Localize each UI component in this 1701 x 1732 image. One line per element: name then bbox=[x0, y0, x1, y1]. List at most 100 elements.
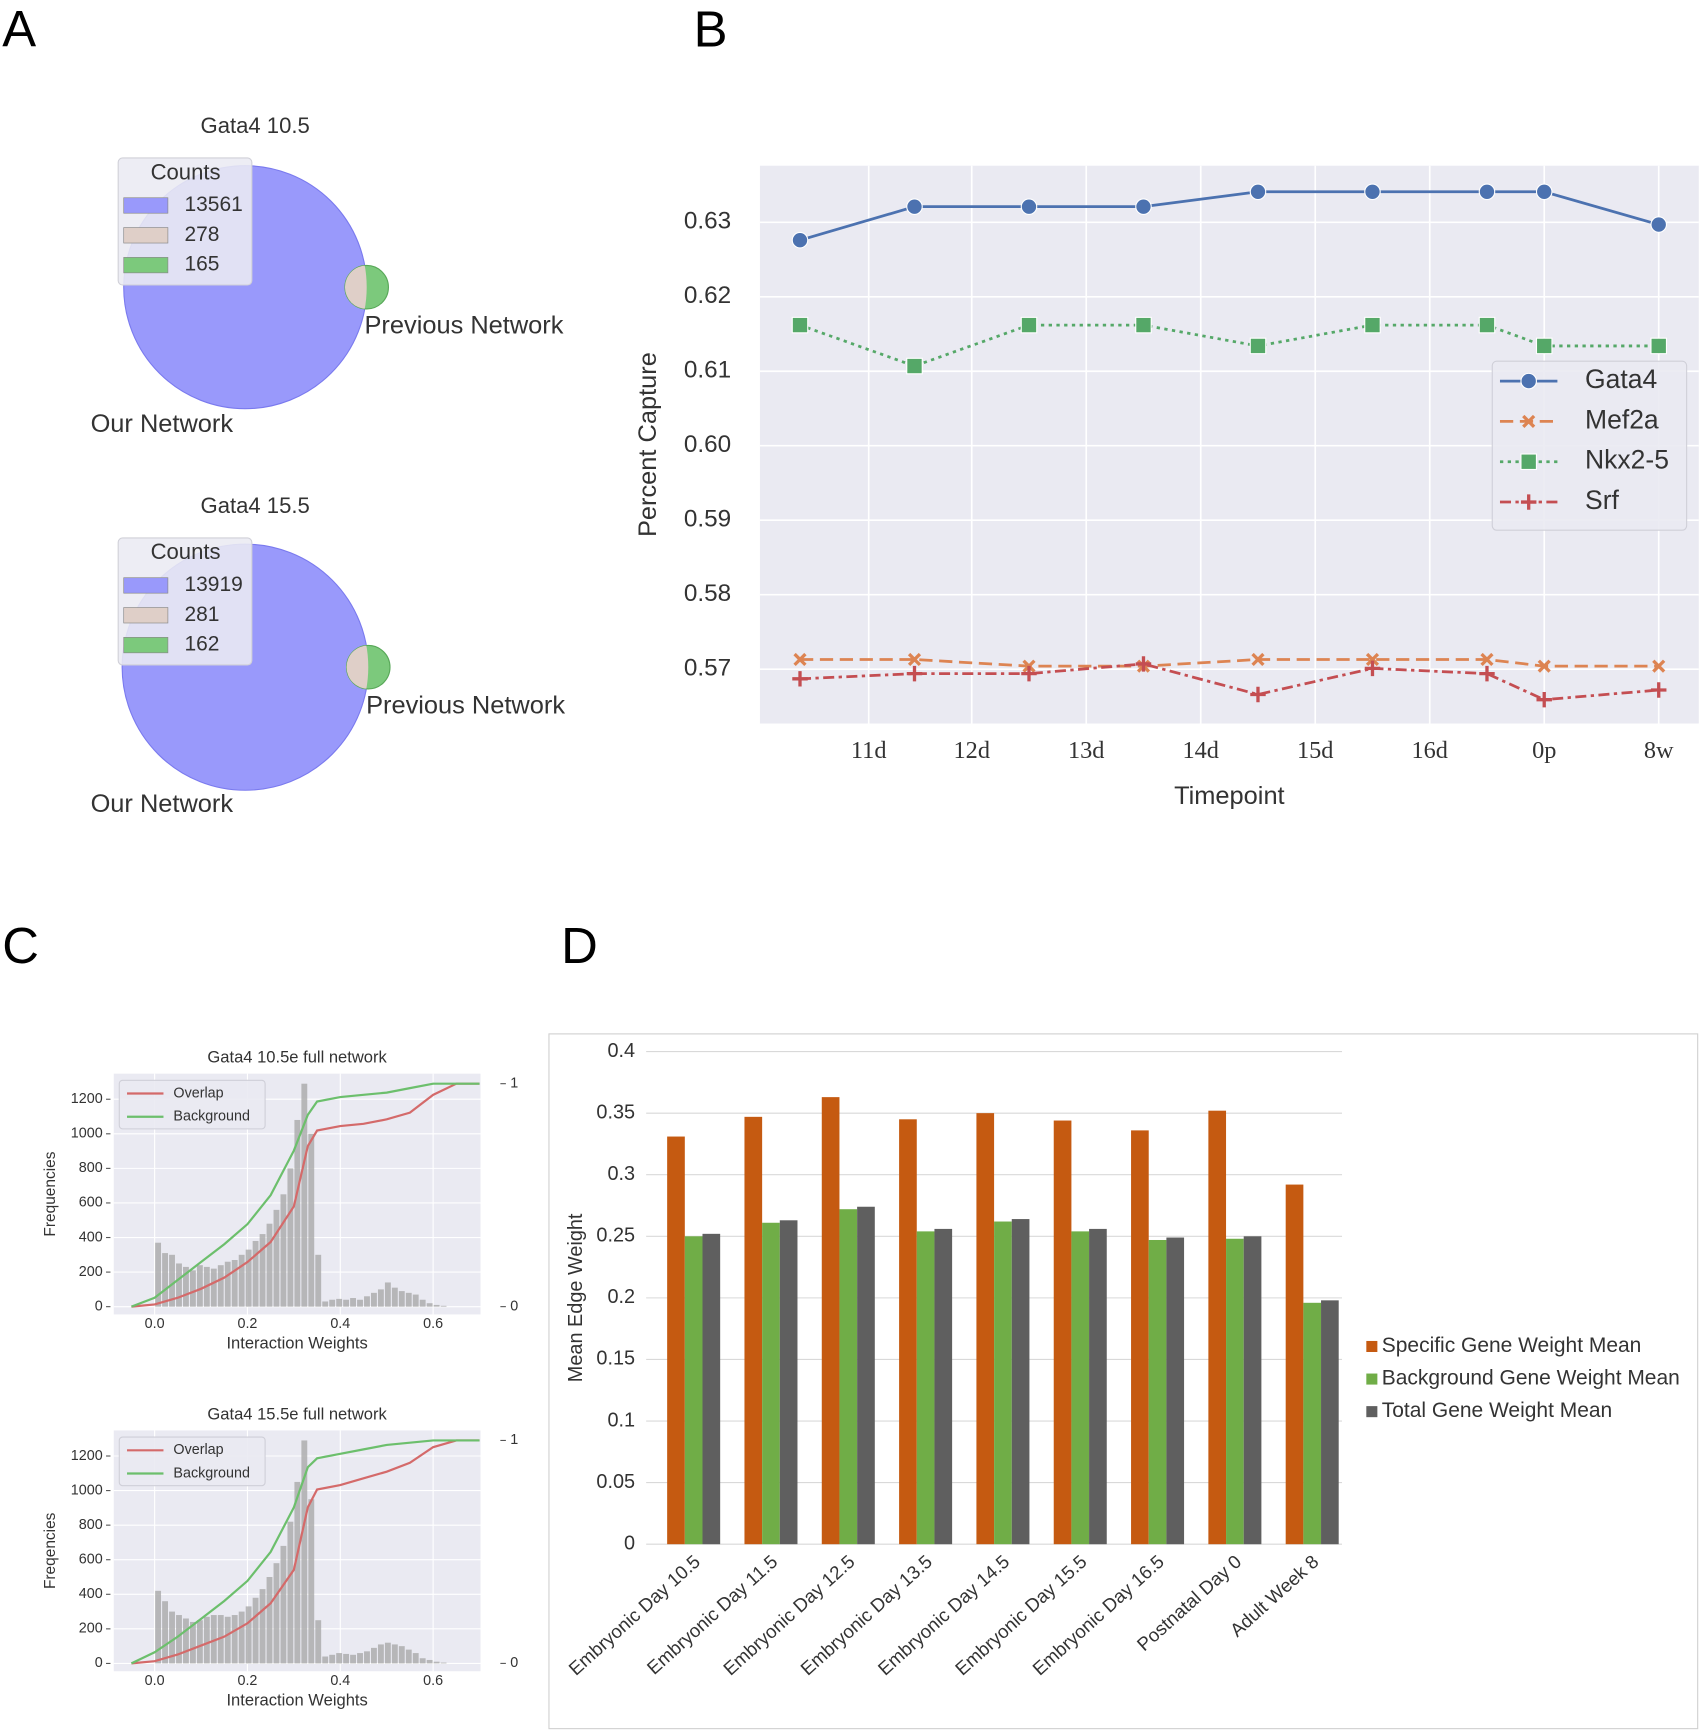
marker bbox=[1135, 198, 1152, 215]
bar bbox=[294, 1481, 301, 1664]
marker bbox=[906, 665, 923, 682]
legend-label: Specific Gene Weight Mean bbox=[1382, 1334, 1642, 1357]
marker bbox=[1135, 316, 1152, 334]
y-tick-label: 1000 bbox=[71, 1126, 103, 1142]
legend-label: Mef2a bbox=[1585, 404, 1659, 434]
set-label: Previous Network bbox=[366, 692, 565, 720]
bar bbox=[336, 1653, 343, 1664]
bar bbox=[196, 1620, 203, 1664]
bar bbox=[273, 1563, 280, 1664]
bar bbox=[217, 1615, 224, 1664]
y-tick-label: 0.57 bbox=[684, 655, 731, 682]
bar bbox=[1071, 1231, 1090, 1545]
bar bbox=[440, 1305, 447, 1307]
y-tick-label: 0.61 bbox=[684, 357, 731, 384]
legend-box bbox=[117, 537, 253, 666]
bar bbox=[1285, 1184, 1304, 1545]
bar bbox=[252, 1597, 259, 1664]
chart-title: Gata4 10.5e full network bbox=[207, 1048, 387, 1067]
bar bbox=[301, 1083, 308, 1307]
legend-marker bbox=[1520, 453, 1537, 471]
bar bbox=[217, 1265, 224, 1307]
y-tick-label: 0.25 bbox=[596, 1225, 635, 1247]
bar bbox=[287, 1521, 294, 1664]
marker bbox=[1364, 183, 1381, 201]
marker bbox=[1478, 183, 1496, 201]
legend-swatch bbox=[123, 637, 169, 654]
bar bbox=[357, 1299, 363, 1307]
marker bbox=[1650, 337, 1668, 355]
y2-tick-label: 0 bbox=[510, 1298, 518, 1314]
bar bbox=[273, 1209, 280, 1307]
bar bbox=[779, 1220, 798, 1545]
x-axis-label: Interaction Weights bbox=[226, 1690, 367, 1709]
marker bbox=[1479, 665, 1495, 682]
bar bbox=[1011, 1219, 1030, 1545]
bar bbox=[364, 1651, 370, 1664]
legend-label: Overlap bbox=[173, 1442, 223, 1458]
x-tick-label: 11d bbox=[851, 737, 887, 764]
series-line bbox=[799, 662, 1659, 702]
bar bbox=[245, 1606, 252, 1664]
legend-label: Background bbox=[173, 1465, 250, 1481]
panel-label: B bbox=[694, 0, 728, 57]
series-line bbox=[131, 1082, 480, 1308]
bar bbox=[702, 1233, 721, 1545]
x-tick-label: 14d bbox=[1183, 737, 1219, 764]
venn-overlap bbox=[346, 645, 369, 689]
bar bbox=[412, 1653, 419, 1664]
bar bbox=[252, 1240, 259, 1307]
legend-title: Counts bbox=[151, 159, 221, 184]
y-tick-label: 0.60 bbox=[684, 431, 731, 458]
venn-overlap bbox=[344, 265, 367, 309]
legend-label: 278 bbox=[184, 223, 219, 246]
legend-box bbox=[1491, 360, 1688, 531]
x-tick-label: 0.0 bbox=[145, 1316, 165, 1332]
legend-label: Srf bbox=[1585, 485, 1620, 515]
bar bbox=[336, 1298, 343, 1307]
marker bbox=[1250, 686, 1266, 703]
marker bbox=[906, 198, 923, 215]
bar bbox=[377, 1289, 384, 1307]
bar bbox=[398, 1646, 405, 1664]
x-tick-label: 0.4 bbox=[330, 1316, 350, 1332]
series-line bbox=[131, 1082, 480, 1308]
set-label: Previous Network bbox=[364, 312, 563, 340]
bar bbox=[245, 1249, 252, 1307]
bar bbox=[224, 1616, 231, 1664]
bar bbox=[231, 1615, 238, 1664]
y-tick-label: 0.62 bbox=[684, 282, 731, 309]
bar bbox=[433, 1661, 440, 1664]
bar bbox=[169, 1254, 175, 1307]
panel-label: C bbox=[2, 917, 39, 974]
y-tick-label: 0.1 bbox=[607, 1409, 635, 1431]
marker bbox=[1364, 316, 1381, 334]
bar bbox=[1321, 1300, 1339, 1545]
marker bbox=[1020, 198, 1038, 215]
marker bbox=[907, 652, 922, 667]
bar bbox=[238, 1254, 245, 1307]
x-tick-label: 0.6 bbox=[423, 1673, 443, 1689]
legend-label: Background bbox=[173, 1109, 250, 1125]
legend-swatch bbox=[123, 227, 169, 244]
y-tick-label: 600 bbox=[79, 1552, 103, 1568]
marker bbox=[1021, 665, 1037, 682]
x-tick-label: 13d bbox=[1068, 737, 1104, 764]
legend-label: 281 bbox=[184, 603, 219, 626]
bar bbox=[210, 1268, 217, 1307]
legend-swatch bbox=[123, 197, 169, 214]
bar bbox=[667, 1136, 685, 1545]
y-tick-label: 0.4 bbox=[607, 1040, 635, 1062]
y-tick-label: 400 bbox=[79, 1586, 103, 1602]
legend-label: Total Gene Weight Mean bbox=[1382, 1399, 1612, 1422]
chart-frame bbox=[548, 1033, 1699, 1730]
bar bbox=[994, 1221, 1012, 1545]
bar bbox=[934, 1228, 953, 1545]
bar bbox=[287, 1168, 294, 1307]
marker bbox=[1249, 183, 1267, 201]
bar bbox=[259, 1234, 266, 1307]
marker bbox=[1251, 652, 1265, 667]
bar bbox=[343, 1653, 350, 1664]
y2-tick-label: 1 bbox=[510, 1075, 518, 1091]
